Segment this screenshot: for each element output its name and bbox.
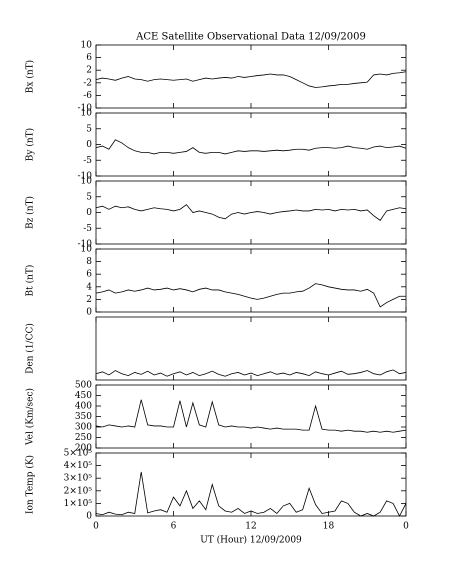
y-tick-label: 2×10⁵ <box>64 486 93 496</box>
data-line <box>95 471 407 517</box>
y-tick-label: -2 <box>83 78 92 88</box>
panel-frame <box>95 384 407 449</box>
y-tick-label: -10 <box>78 104 93 114</box>
y-tick-label: 250 <box>75 433 92 443</box>
y-tick-label: 5 <box>86 192 92 202</box>
y-tick-label: 500 <box>75 381 92 391</box>
x-axis-label: UT (Hour) 12/09/2009 <box>200 535 302 546</box>
panel-frame <box>95 248 407 313</box>
y-tick-label: 5 <box>86 124 92 134</box>
y-tick-label: 450 <box>75 391 92 401</box>
y-tick-label: 0 <box>86 140 92 150</box>
y-tick-label: 1×10⁵ <box>64 499 93 509</box>
data-line <box>95 139 407 155</box>
data-line <box>95 369 407 377</box>
y-tick-label: 8 <box>86 257 92 267</box>
y-tick-label: -5 <box>83 156 92 166</box>
y-tick-label: 2 <box>86 295 92 305</box>
y-tick-label: 200 <box>75 444 92 454</box>
data-line <box>95 204 407 221</box>
y-tick-label: 4×10⁵ <box>64 461 93 471</box>
y-tick-label: 300 <box>75 423 92 433</box>
y-axis-label: Den (1/CC) <box>25 323 36 374</box>
x-tick-label: 6 <box>171 522 177 532</box>
y-tick-label: 400 <box>75 402 92 412</box>
y-tick-label: 350 <box>75 412 92 422</box>
y-tick-label: 0 <box>86 512 92 522</box>
y-axis-label: Vel (Km/sec) <box>25 388 36 446</box>
y-axis-label: Bz (nT) <box>25 196 36 229</box>
data-line <box>95 283 406 308</box>
y-tick-label: 5×10⁵ <box>64 449 93 459</box>
panel-frame <box>95 316 407 381</box>
y-tick-label: 6 <box>86 270 92 280</box>
y-tick-label: 10 <box>81 109 93 119</box>
y-axis-label: By (nT) <box>25 128 36 161</box>
x-tick-label: 12 <box>245 522 256 532</box>
y-axis-label: Bx (nT) <box>25 60 36 93</box>
y-tick-label: -10 <box>78 172 93 182</box>
y-tick-label: 10 <box>81 41 93 51</box>
y-tick-label: -6 <box>83 91 92 101</box>
chart-title: ACE Satellite Observational Data 12/09/2… <box>135 32 366 43</box>
y-tick-label: 0 <box>86 308 92 318</box>
y-tick-label: 10 <box>81 177 93 187</box>
y-tick-label: -5 <box>83 224 92 234</box>
y-tick-label: 3×10⁵ <box>64 474 93 484</box>
data-line <box>95 71 407 88</box>
x-tick-label: 0 <box>403 522 409 532</box>
panel-frame <box>95 452 407 517</box>
y-tick-label: 0 <box>86 208 92 218</box>
y-tick-label: -10 <box>78 240 93 250</box>
y-tick-label: 6 <box>86 53 92 63</box>
data-line <box>95 399 407 433</box>
y-axis-label: Ion Temp (K) <box>25 455 36 514</box>
y-tick-label: 4 <box>86 282 92 292</box>
panel-frame <box>95 112 407 177</box>
y-tick-label: 10 <box>81 245 93 255</box>
x-tick-label: 0 <box>93 522 99 532</box>
y-tick-label: 2 <box>86 66 92 76</box>
x-tick-label: 18 <box>323 522 335 532</box>
y-axis-label: Bt (nT) <box>25 265 36 297</box>
